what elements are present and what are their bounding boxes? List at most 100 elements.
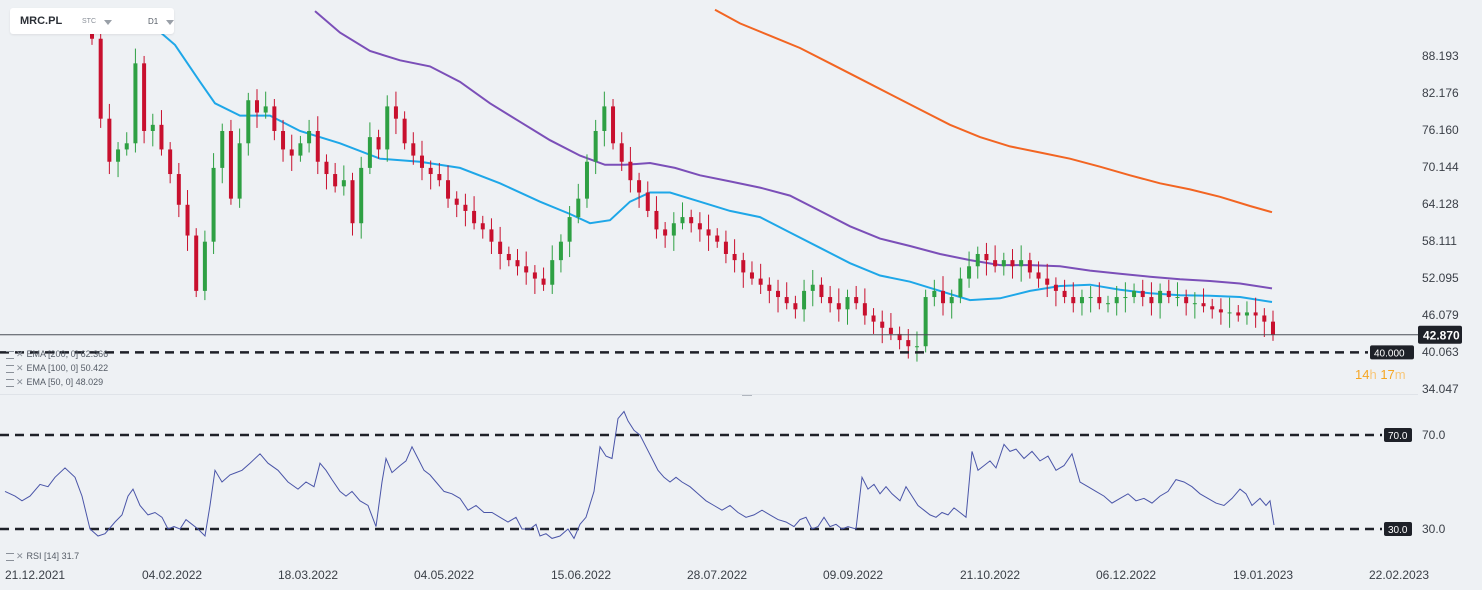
candle-body [168, 149, 173, 175]
support-label: 40.000 [1374, 348, 1405, 359]
price-tick-label: 34.047 [1422, 382, 1459, 396]
candle-body [150, 124, 155, 131]
panel-resize-handle[interactable] [742, 395, 752, 396]
legend-ema100[interactable]: ✕ EMA [100, 0] 50.422 [6, 363, 108, 374]
settings-icon[interactable] [6, 350, 14, 359]
legend-ema50[interactable]: ✕ EMA [50, 0] 48.029 [6, 377, 103, 388]
candle-body [732, 253, 737, 261]
settings-icon[interactable] [6, 378, 14, 387]
price-tick-label: 88.193 [1422, 49, 1459, 63]
candle-body [1201, 303, 1206, 307]
candle-body [472, 210, 477, 224]
candle-body [393, 106, 398, 119]
candle-body [784, 297, 789, 304]
date-tick-label: 04.02.2022 [142, 568, 202, 582]
candle-body [506, 253, 511, 261]
candle-body [619, 143, 624, 162]
candle-body [98, 38, 103, 119]
candle-body [289, 149, 294, 156]
candle-body [333, 174, 338, 187]
price-tick-label: 52.095 [1422, 271, 1459, 285]
candle-body [194, 235, 199, 291]
price-tick-label: 82.176 [1422, 86, 1459, 100]
candle-body [558, 241, 563, 261]
date-tick-label: 28.07.2022 [687, 568, 747, 582]
candle-body [532, 272, 537, 279]
ema100-line [314, 10, 1273, 290]
last-price-label: 42.870 [1423, 329, 1460, 343]
candle-body [350, 180, 355, 224]
price-tick-label: 70.144 [1422, 160, 1459, 174]
timeframe-selector[interactable]: D1 [148, 17, 159, 26]
legend-ema200-label: EMA [200, 0] 62.366 [26, 349, 109, 359]
candle-body [1218, 309, 1223, 313]
candle-body [1079, 297, 1084, 304]
candle-body [367, 137, 372, 168]
candle-body [480, 223, 485, 230]
candle-body [1114, 297, 1119, 304]
candle-body [142, 63, 147, 131]
candle-body [854, 297, 859, 304]
symbol-selector[interactable]: MRC.PL STC D1 [10, 8, 174, 34]
ema50-line [149, 22, 1273, 303]
candle-body [663, 229, 668, 236]
candle-body [324, 161, 329, 175]
candle-body [376, 137, 381, 150]
price-tick-label: 64.128 [1422, 197, 1459, 211]
candle-body [1140, 290, 1145, 298]
candle-body [498, 241, 503, 254]
candle-body [419, 155, 424, 168]
panel-divider[interactable] [0, 394, 1418, 395]
timeframe-dropdown-icon[interactable] [166, 20, 174, 25]
candle-body [133, 63, 138, 144]
settings-icon[interactable] [6, 364, 14, 373]
legend-ema100-label: EMA [100, 0] 50.422 [26, 363, 109, 373]
rsi-line [4, 410, 1275, 540]
legend-rsi[interactable]: ✕ RSI [14] 31.7 [6, 551, 79, 562]
candle-body [862, 303, 867, 316]
candle-body [228, 130, 233, 199]
candle-body [845, 297, 850, 310]
candle-body [654, 210, 659, 230]
candle-body [749, 272, 754, 279]
candle-body [159, 124, 164, 150]
symbol-name[interactable]: MRC.PL [20, 15, 63, 27]
date-tick-label: 18.03.2022 [278, 568, 338, 582]
candle-body [1123, 297, 1128, 299]
candle-body [967, 266, 972, 279]
candle-body [1010, 260, 1015, 267]
date-tick-label: 21.12.2021 [5, 568, 65, 582]
candle-body [1236, 312, 1241, 316]
timer-m-unit: m [1394, 367, 1406, 382]
close-icon[interactable]: ✕ [16, 349, 24, 359]
legend-ema200[interactable]: ✕ EMA [200, 0] 62.366 [6, 349, 108, 360]
last-price-badge [1418, 325, 1462, 344]
candle-body [828, 297, 833, 304]
candle-body [914, 346, 919, 348]
candle-body [680, 217, 685, 224]
candle-body [567, 217, 572, 242]
symbol-dropdown-icon[interactable] [104, 20, 112, 25]
candle-body [298, 143, 303, 156]
legend-ema50-label: EMA [50, 0] 48.029 [26, 377, 104, 387]
settings-icon[interactable] [6, 552, 14, 561]
rsi-level-badge [1384, 522, 1412, 536]
rsi-panel: 70.0 70.0 30.0 30.0 [0, 410, 1446, 540]
legend-rsi-label: RSI [14] 31.7 [26, 551, 80, 561]
market-name: STC [82, 18, 96, 25]
candle-body [124, 143, 129, 150]
candle-body [941, 290, 946, 304]
candle-body [1210, 306, 1215, 310]
close-icon[interactable]: ✕ [16, 377, 24, 387]
candle-body [263, 106, 268, 113]
candle-body [767, 284, 772, 291]
time-axis[interactable]: 21.12.2021 04.02.2022 18.03.2022 04.05.2022… [5, 568, 1429, 582]
close-icon[interactable]: ✕ [16, 551, 24, 561]
candle-body [923, 297, 928, 347]
candle-body [1019, 260, 1024, 267]
price-axis[interactable]: 88.193 82.176 76.160 70.144 64.128 58.111 52.0… [1422, 49, 1459, 396]
rsi-tick-label: 70.0 [1422, 428, 1446, 442]
close-icon[interactable]: ✕ [16, 363, 24, 373]
date-tick-label: 06.12.2022 [1096, 568, 1156, 582]
